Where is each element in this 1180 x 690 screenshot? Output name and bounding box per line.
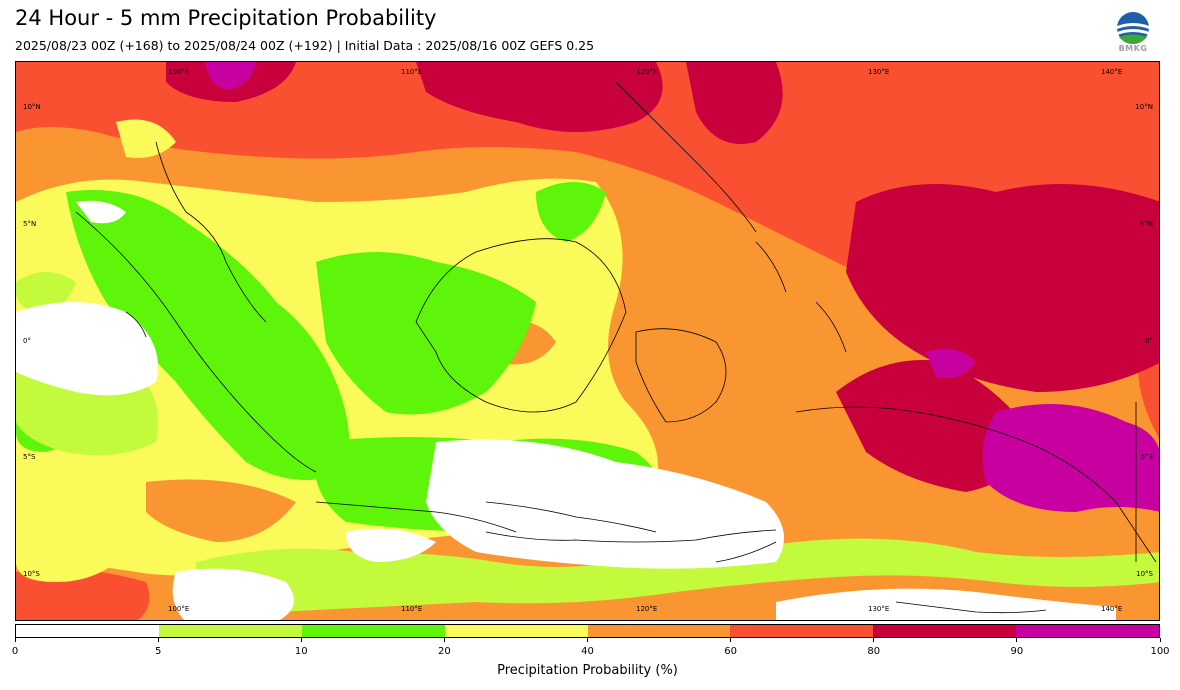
colorbar-tick-label: 20 (438, 646, 451, 657)
colorbar-tick-mark (730, 638, 732, 642)
lat-label: 5°S (1140, 453, 1153, 461)
lat-label: 0° (1145, 337, 1153, 345)
colorbar-segment (873, 625, 1017, 637)
lat-label: 10°N (1135, 103, 1153, 111)
colorbar-tick-label: 100 (1150, 646, 1170, 657)
lon-label: 140°E (1101, 605, 1123, 613)
colorbar-segment (1016, 625, 1159, 637)
probability-0-5-area (16, 302, 158, 396)
lat-label: 10°S (23, 570, 40, 578)
colorbar-tick-label: 60 (724, 646, 737, 657)
colorbar-tick-label: 80 (867, 646, 881, 657)
colorbar-tick-mark (1016, 638, 1018, 642)
colorbar-tick-label: 5 (154, 646, 162, 657)
probability-60-80-area (16, 62, 1159, 361)
colorbar-segment (301, 625, 445, 637)
lat-label: 5°S (23, 453, 36, 461)
colorbar-tick-mark (300, 638, 302, 642)
logo-text: BMKG (1118, 44, 1148, 53)
lat-label: 10°N (23, 103, 41, 111)
probability-10-20-area (66, 190, 350, 480)
colorbar-tick-mark (587, 638, 588, 642)
lon-label: 130°E (868, 605, 890, 613)
lon-label: 140°E (1101, 68, 1123, 76)
lon-label: 130°E (868, 68, 890, 76)
colorbar-label: Precipitation Probability (%) (497, 663, 678, 678)
lon-label: 100°E (168, 605, 190, 613)
colorbar-segment (158, 625, 302, 637)
colorbar-tick-label: 10 (294, 646, 308, 657)
lon-label: 100°E (168, 68, 190, 76)
colorbar-tick-mark (1159, 638, 1161, 642)
lat-label: 5°N (1139, 220, 1153, 228)
colorbar-tick-mark (443, 638, 445, 642)
colorbar-segment (587, 625, 731, 637)
precipitation-map: 100°E 110°E 120°E 130°E 140°E 100°E 110°… (15, 61, 1160, 621)
colorbar (15, 624, 1160, 638)
colorbar-tick-mark (14, 638, 16, 642)
lon-label: 120°E (636, 68, 658, 76)
lat-label: 0° (23, 337, 31, 345)
bmkg-logo-icon (1117, 12, 1149, 44)
map-title: 24 Hour - 5 mm Precipitation Probability (15, 6, 437, 30)
map-subtitle: 2025/08/23 00Z (+168) to 2025/08/24 00Z … (15, 38, 595, 53)
lat-label: 10°S (1136, 570, 1153, 578)
lat-label: 5°N (23, 220, 37, 228)
colorbar-tick-label: 90 (1010, 646, 1024, 657)
colorbar-segment (16, 625, 159, 637)
lon-label: 110°E (401, 68, 423, 76)
probability-90-100-area (982, 404, 1159, 512)
colorbar-tick-label: 40 (581, 646, 594, 657)
probability-80-90-area (416, 62, 663, 132)
colorbar-tick-label: 0 (11, 646, 19, 657)
colorbar-tick-mark (873, 638, 875, 642)
lon-label: 120°E (636, 605, 658, 613)
lon-label: 110°E (401, 605, 423, 613)
colorbar-segment (444, 625, 588, 637)
colorbar-segment (730, 625, 874, 637)
map-canvas (16, 62, 1159, 620)
colorbar-tick-mark (157, 638, 159, 642)
coastlines (75, 81, 1157, 614)
